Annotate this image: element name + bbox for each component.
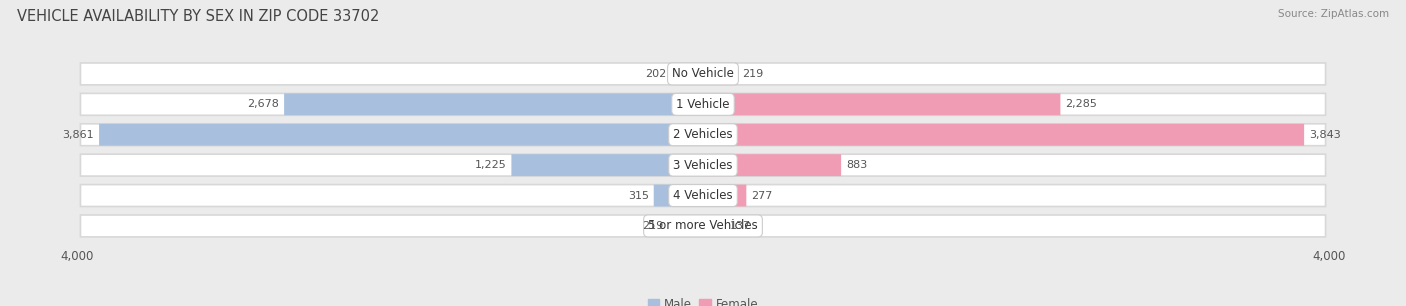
FancyBboxPatch shape: [672, 63, 703, 85]
Text: 277: 277: [751, 191, 773, 200]
Text: 2 Vehicles: 2 Vehicles: [673, 128, 733, 141]
FancyBboxPatch shape: [703, 93, 1060, 115]
FancyBboxPatch shape: [80, 93, 1326, 115]
FancyBboxPatch shape: [80, 63, 1326, 85]
FancyBboxPatch shape: [703, 215, 724, 237]
Text: 219: 219: [643, 221, 664, 231]
Text: 1 Vehicle: 1 Vehicle: [676, 98, 730, 111]
FancyBboxPatch shape: [80, 124, 1326, 146]
FancyBboxPatch shape: [80, 185, 1326, 207]
Text: 219: 219: [742, 69, 763, 79]
Text: VEHICLE AVAILABILITY BY SEX IN ZIP CODE 33702: VEHICLE AVAILABILITY BY SEX IN ZIP CODE …: [17, 9, 380, 24]
FancyBboxPatch shape: [98, 124, 703, 146]
Text: Source: ZipAtlas.com: Source: ZipAtlas.com: [1278, 9, 1389, 19]
FancyBboxPatch shape: [654, 185, 703, 207]
Text: 5 or more Vehicles: 5 or more Vehicles: [648, 219, 758, 233]
Text: 2,285: 2,285: [1066, 99, 1097, 109]
Text: 3 Vehicles: 3 Vehicles: [673, 159, 733, 172]
FancyBboxPatch shape: [703, 124, 1305, 146]
Text: 137: 137: [730, 221, 751, 231]
FancyBboxPatch shape: [703, 185, 747, 207]
Text: 3,861: 3,861: [62, 130, 94, 140]
FancyBboxPatch shape: [512, 154, 703, 176]
Text: 4 Vehicles: 4 Vehicles: [673, 189, 733, 202]
Text: 2,678: 2,678: [247, 99, 280, 109]
FancyBboxPatch shape: [669, 215, 703, 237]
FancyBboxPatch shape: [703, 63, 737, 85]
Text: No Vehicle: No Vehicle: [672, 67, 734, 80]
FancyBboxPatch shape: [80, 154, 1326, 176]
Text: 1,225: 1,225: [475, 160, 506, 170]
FancyBboxPatch shape: [80, 215, 1326, 237]
Text: 883: 883: [846, 160, 868, 170]
FancyBboxPatch shape: [284, 93, 703, 115]
FancyBboxPatch shape: [703, 154, 841, 176]
Text: 3,843: 3,843: [1309, 130, 1341, 140]
Text: 202: 202: [645, 69, 666, 79]
Legend: Male, Female: Male, Female: [648, 298, 758, 306]
Text: 315: 315: [627, 191, 648, 200]
